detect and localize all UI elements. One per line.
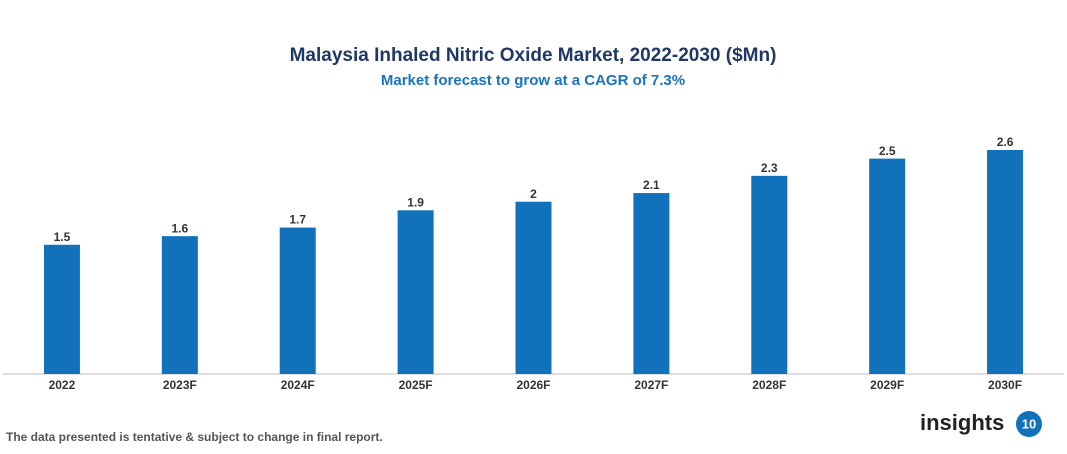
- bar: [987, 150, 1024, 374]
- chart-subtitle: Market forecast to grow at a CAGR of 7.3…: [381, 72, 685, 89]
- x-tick-label: 2023F: [163, 378, 197, 392]
- logo-badge: 10: [1022, 416, 1036, 431]
- bar: [43, 244, 80, 374]
- value-label: 1.5: [54, 230, 71, 244]
- logo-badge-circle: [1016, 411, 1042, 437]
- footnote: The data presented is tentative & subjec…: [6, 430, 383, 444]
- bar: [869, 158, 906, 374]
- value-label: 2.1: [643, 178, 660, 192]
- value-label: 2.3: [761, 161, 778, 175]
- bar: [397, 210, 434, 374]
- x-tick-label: 2027F: [634, 378, 668, 392]
- value-label: 1.9: [407, 195, 424, 209]
- x-tick-label: 2025F: [399, 378, 433, 392]
- logo-text: insights: [920, 410, 1004, 435]
- value-label: 1.7: [289, 213, 306, 227]
- x-tick-label: 2024F: [281, 378, 315, 392]
- bar: [279, 227, 316, 374]
- value-label: 2: [530, 187, 537, 201]
- bar: [751, 175, 788, 374]
- x-tick-label: 2028F: [752, 378, 786, 392]
- value-label: 2.6: [997, 135, 1014, 149]
- x-tick-label: 2026F: [516, 378, 550, 392]
- value-label: 2.5: [879, 144, 896, 158]
- x-tick-label: 2022: [49, 378, 76, 392]
- value-label: 1.6: [171, 221, 188, 235]
- bar: [633, 193, 670, 374]
- x-tick-label: 2030F: [988, 378, 1022, 392]
- bar: [161, 236, 198, 374]
- x-tick-label: 2029F: [870, 378, 904, 392]
- chart-title: Malaysia Inhaled Nitric Oxide Market, 20…: [290, 45, 777, 66]
- bar: [515, 201, 552, 374]
